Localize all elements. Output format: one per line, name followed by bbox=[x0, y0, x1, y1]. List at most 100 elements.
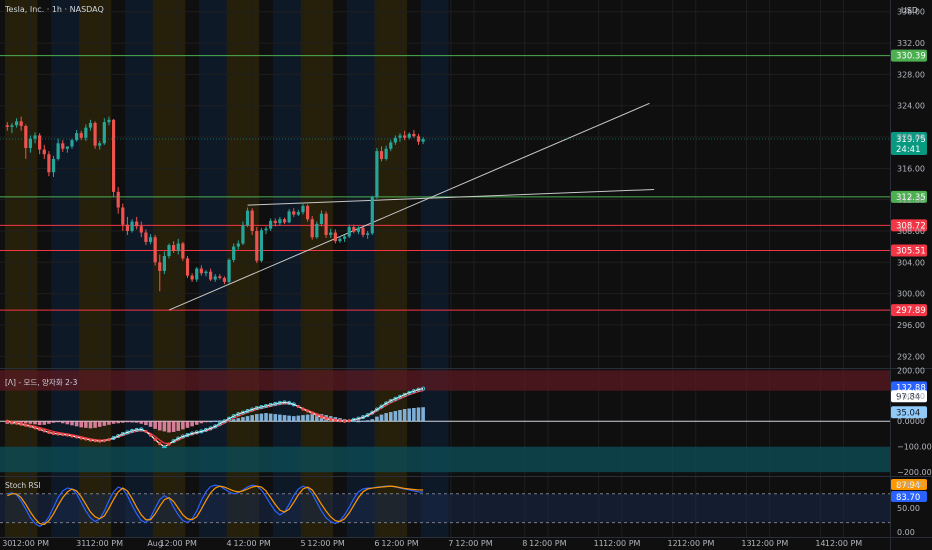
stoch-rsi-title[interactable]: Stoch RSI bbox=[5, 481, 41, 490]
histogram-bar bbox=[88, 421, 93, 429]
level-badge-label: 308.72 bbox=[896, 221, 926, 231]
osc-dot bbox=[19, 422, 23, 426]
osc-dot bbox=[384, 401, 389, 406]
candle-body bbox=[42, 149, 46, 155]
histogram-bar bbox=[416, 407, 421, 422]
time-tick-label: 12:00 PM bbox=[307, 539, 344, 548]
time-tick-label: Aug bbox=[147, 539, 163, 548]
osc-dot bbox=[47, 430, 51, 435]
time-tick-label: 12:00 PM bbox=[529, 539, 566, 548]
candle-body bbox=[153, 237, 157, 263]
candle-body bbox=[412, 133, 416, 137]
histogram-bar bbox=[254, 414, 259, 422]
osc-dot bbox=[319, 415, 324, 419]
histogram-bar bbox=[204, 421, 208, 423]
signal-triangle bbox=[161, 445, 168, 448]
candle-body bbox=[250, 210, 254, 231]
osc-dot bbox=[98, 439, 102, 443]
osc-dot bbox=[120, 431, 125, 436]
histogram-bar bbox=[268, 413, 273, 422]
price-pane[interactable]: 330.39 312.35 308.72 305.51 297.89 319.7524:4… bbox=[0, 49, 927, 317]
stoch-badge-label: 83.70 bbox=[896, 493, 920, 503]
osc-dot bbox=[282, 400, 287, 405]
osc-dot bbox=[130, 428, 135, 433]
osc-dot bbox=[351, 417, 356, 422]
osc-tick-label: 200.00 bbox=[897, 366, 925, 375]
trendline bbox=[168, 102, 650, 311]
candle-body bbox=[222, 277, 227, 282]
osc-dot bbox=[14, 421, 19, 425]
histogram-bar bbox=[130, 421, 134, 423]
histogram-bar bbox=[171, 421, 176, 432]
symbol-title[interactable]: Tesla, Inc. · 1h · NASDAQ bbox=[5, 5, 104, 14]
histogram-bar bbox=[93, 421, 97, 428]
histogram-bar bbox=[37, 421, 42, 426]
histogram-bar bbox=[199, 421, 204, 424]
stoch-line bbox=[7, 485, 424, 526]
time-tick-label: 5 bbox=[300, 539, 305, 548]
histogram-bar bbox=[194, 421, 199, 425]
histogram-bar bbox=[28, 421, 33, 424]
osc-dot bbox=[273, 401, 278, 406]
osc-tick-label: −100.00 bbox=[897, 443, 932, 452]
histogram-bar bbox=[241, 417, 245, 422]
candle-body bbox=[121, 207, 125, 225]
osc-dot bbox=[324, 417, 328, 421]
osc-dot bbox=[347, 419, 351, 423]
osc-dot bbox=[167, 442, 171, 446]
stoch-rsi-pane[interactable]: 87.94 83.70 bbox=[0, 478, 927, 528]
histogram-bar bbox=[60, 421, 65, 424]
oscillator-title[interactable]: [Λ] - 모드, 양자화 2-3 bbox=[5, 378, 78, 387]
osc-dot bbox=[88, 438, 93, 442]
price-tick-label: 324.00 bbox=[897, 102, 925, 111]
candle-body bbox=[51, 158, 56, 173]
osc-dot bbox=[393, 396, 398, 401]
candle-body bbox=[213, 276, 217, 280]
candle-body bbox=[38, 135, 42, 150]
osc-badge-label: 97.84 bbox=[896, 392, 920, 402]
candle-body bbox=[70, 140, 74, 147]
osc-dot bbox=[374, 407, 379, 412]
osc-dot bbox=[315, 413, 319, 417]
candle-body bbox=[259, 230, 264, 261]
histogram-bar bbox=[56, 421, 60, 423]
osc-dot bbox=[306, 409, 310, 413]
histogram-bar bbox=[282, 415, 287, 422]
histogram-bar bbox=[398, 410, 402, 422]
osc-dot bbox=[277, 400, 282, 405]
osc-dot bbox=[93, 438, 97, 443]
level-badge bbox=[891, 49, 927, 62]
histogram-bar bbox=[102, 421, 107, 426]
candle-body bbox=[10, 125, 14, 127]
currency-button[interactable]: USD bbox=[901, 6, 919, 15]
histogram-bar bbox=[412, 407, 416, 422]
time-tick-label: 12:00 PM bbox=[455, 539, 492, 548]
osc-dot bbox=[287, 400, 292, 405]
candle-body bbox=[172, 245, 176, 251]
histogram-bar bbox=[176, 421, 181, 431]
histogram-bar bbox=[84, 421, 88, 428]
osc-dot bbox=[75, 435, 79, 439]
level-badge bbox=[891, 190, 927, 203]
candle-body bbox=[176, 243, 180, 251]
level-badge-label: 330.39 bbox=[896, 52, 926, 62]
histogram-bar bbox=[384, 413, 388, 422]
candle-body bbox=[236, 243, 240, 247]
candle-body bbox=[116, 191, 120, 208]
osc-dot bbox=[125, 430, 130, 435]
level-badge bbox=[891, 244, 927, 257]
time-tick-label: 12 bbox=[667, 539, 677, 548]
osc-dot bbox=[254, 405, 259, 410]
candle-body bbox=[379, 151, 384, 159]
candle-body bbox=[195, 268, 199, 280]
time-tick-label: 8 bbox=[522, 539, 527, 548]
time-tick-label: 12:00 PM bbox=[381, 539, 418, 548]
candle-body bbox=[75, 133, 79, 141]
histogram-bar bbox=[121, 421, 125, 423]
osc-dot bbox=[310, 411, 314, 415]
time-tick-label: 4 bbox=[227, 539, 232, 548]
time-tick-label: 12:00 PM bbox=[751, 539, 788, 548]
